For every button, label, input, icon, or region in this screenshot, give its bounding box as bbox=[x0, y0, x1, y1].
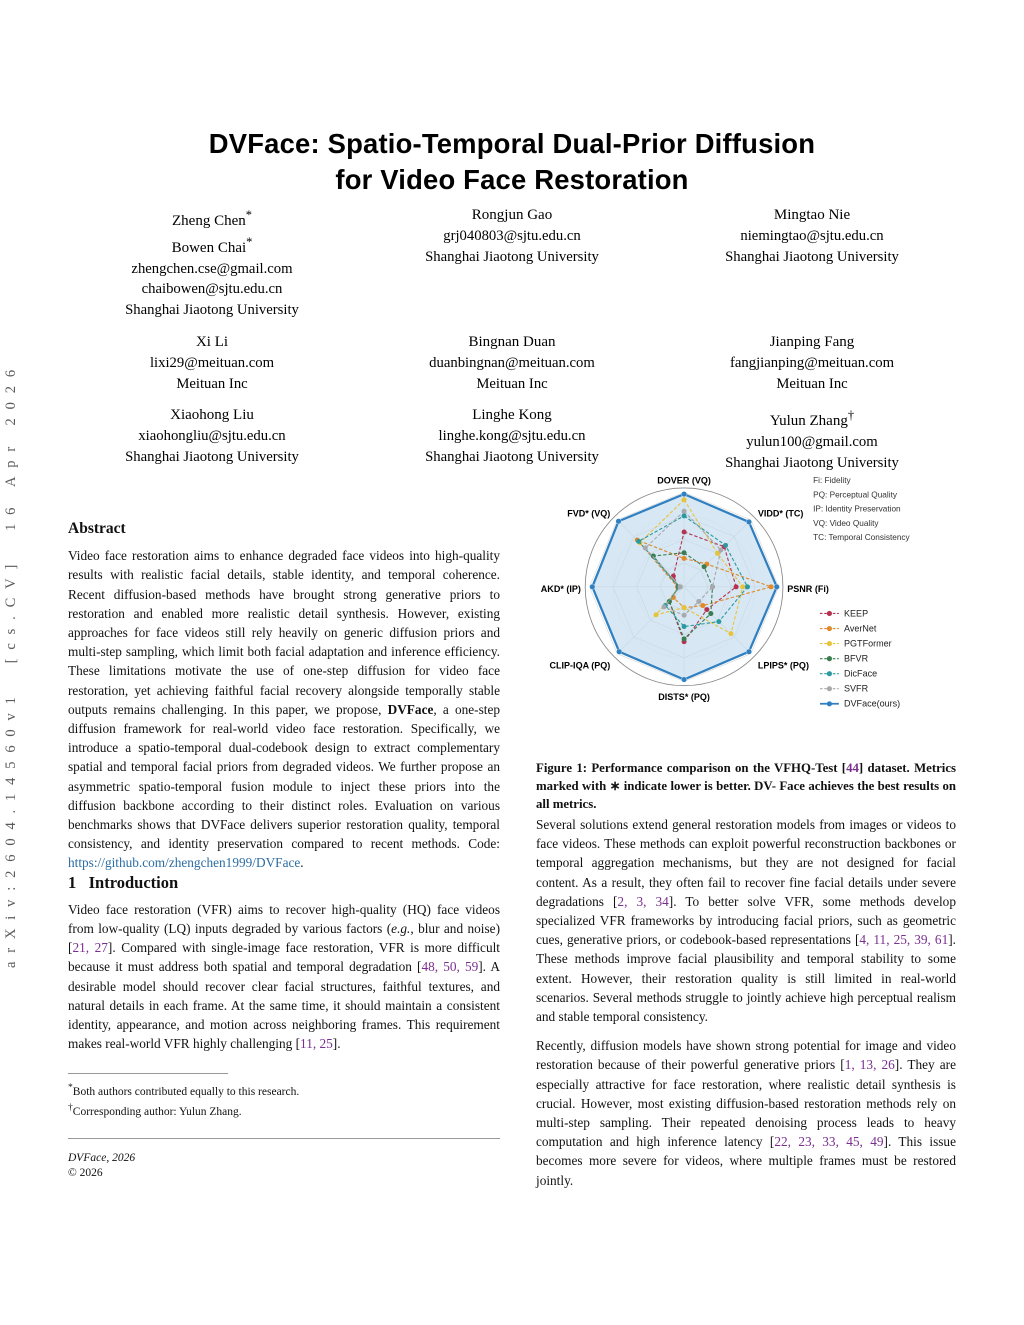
svg-text:AKD* (IP): AKD* (IP) bbox=[541, 584, 581, 594]
svg-text:SVFR: SVFR bbox=[844, 684, 869, 694]
svg-text:TC: Temporal Consistency: TC: Temporal Consistency bbox=[813, 533, 910, 542]
svg-text:VQ: Video Quality: VQ: Video Quality bbox=[813, 519, 879, 528]
svg-text:BFVR: BFVR bbox=[844, 653, 869, 663]
svg-text:AverNet: AverNet bbox=[844, 623, 877, 633]
svg-text:VIDD* (TC): VIDD* (TC) bbox=[758, 508, 804, 518]
svg-text:DicFace: DicFace bbox=[844, 669, 877, 679]
svg-text:PSNR (Fi): PSNR (Fi) bbox=[787, 584, 829, 594]
svg-text:LPIPS* (PQ): LPIPS* (PQ) bbox=[758, 661, 809, 671]
svg-text:DOVER (VQ): DOVER (VQ) bbox=[657, 476, 711, 486]
svg-text:DVFace(ours): DVFace(ours) bbox=[844, 699, 900, 709]
svg-text:CLIP-IQA (PQ): CLIP-IQA (PQ) bbox=[550, 661, 611, 671]
svg-text:PGTFormer: PGTFormer bbox=[844, 638, 892, 648]
svg-text:PQ: Perceptual Quality: PQ: Perceptual Quality bbox=[813, 490, 898, 499]
svg-text:IP: Identity Preservation: IP: Identity Preservation bbox=[813, 505, 901, 514]
svg-text:FVD* (VQ): FVD* (VQ) bbox=[567, 508, 610, 518]
svg-text:KEEP: KEEP bbox=[844, 608, 868, 618]
svg-text:Fi: Fidelity: Fi: Fidelity bbox=[813, 476, 851, 485]
svg-text:DISTS* (PQ): DISTS* (PQ) bbox=[658, 692, 710, 702]
